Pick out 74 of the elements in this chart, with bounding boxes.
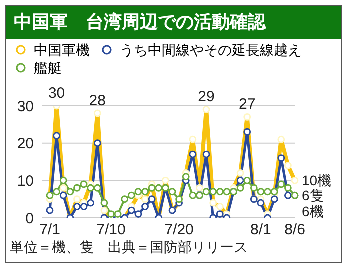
- x-tick-label: 7/20: [164, 222, 194, 239]
- point: [250, 184, 258, 192]
- point: [223, 188, 231, 196]
- point: [264, 188, 272, 196]
- point: [210, 188, 218, 196]
- point: [53, 132, 61, 140]
- point: [80, 203, 88, 210]
- point: [244, 128, 252, 136]
- point: [87, 184, 95, 192]
- x-tick-label: 7/1: [40, 222, 60, 239]
- point: [94, 184, 102, 192]
- point: [142, 188, 149, 196]
- point: [236, 176, 244, 184]
- data-label: 6機: [302, 204, 324, 220]
- point: [257, 188, 265, 196]
- data-label: 30: [48, 85, 66, 102]
- point: [74, 184, 81, 192]
- point: [142, 203, 149, 210]
- point: [46, 206, 54, 214]
- legend-label: うち中間線やその延長線越え: [119, 41, 302, 59]
- point: [148, 184, 156, 192]
- y-tick-label: 10: [17, 172, 34, 190]
- point: [176, 196, 184, 204]
- point: [60, 176, 68, 184]
- data-label: 27: [239, 96, 256, 114]
- point: [270, 188, 278, 196]
- point: [284, 184, 292, 192]
- point: [114, 210, 122, 218]
- point: [155, 184, 163, 192]
- point: [53, 188, 61, 196]
- data-label: 28: [89, 92, 106, 110]
- chart-title: 中国軍 台湾周辺での活動確認: [6, 6, 341, 39]
- point: [60, 192, 68, 200]
- x-tick-label: 7/10: [96, 222, 126, 239]
- point: [189, 192, 197, 200]
- data-label: 6隻: [302, 188, 324, 204]
- point: [244, 176, 252, 184]
- point: [148, 196, 156, 204]
- point: [216, 210, 224, 218]
- point: [189, 150, 197, 158]
- point: [46, 192, 54, 200]
- point: [284, 192, 292, 200]
- legend-label: 中国軍機: [33, 41, 90, 59]
- point: [128, 206, 136, 214]
- y-tick-label: 20: [17, 136, 34, 153]
- point: [257, 199, 265, 207]
- point: [108, 210, 115, 218]
- point: [134, 210, 142, 218]
- point: [202, 150, 210, 158]
- data-label: 29: [198, 88, 215, 106]
- point: [216, 188, 224, 196]
- point: [94, 140, 102, 148]
- x-tick-label: 8/1: [250, 222, 272, 239]
- y-tick-label: 30: [17, 98, 34, 116]
- point: [100, 199, 108, 207]
- point: [182, 173, 190, 181]
- legend-label: 艦艇: [33, 59, 62, 77]
- point: [80, 180, 88, 188]
- data-label: 10機: [302, 172, 332, 189]
- point: [270, 196, 278, 204]
- point: [134, 188, 142, 196]
- x-tick-label: 8/6: [284, 222, 306, 239]
- y-tick-label: 0: [26, 210, 34, 228]
- point: [87, 199, 95, 207]
- point: [121, 196, 129, 204]
- point: [202, 188, 210, 196]
- point: [74, 203, 81, 210]
- point: [278, 154, 286, 162]
- point: [66, 188, 74, 196]
- point: [168, 188, 176, 196]
- point: [278, 180, 286, 188]
- text: 単位＝機、隻 出典＝国防部リリース: [10, 239, 248, 257]
- point: [128, 192, 136, 200]
- point: [236, 184, 244, 192]
